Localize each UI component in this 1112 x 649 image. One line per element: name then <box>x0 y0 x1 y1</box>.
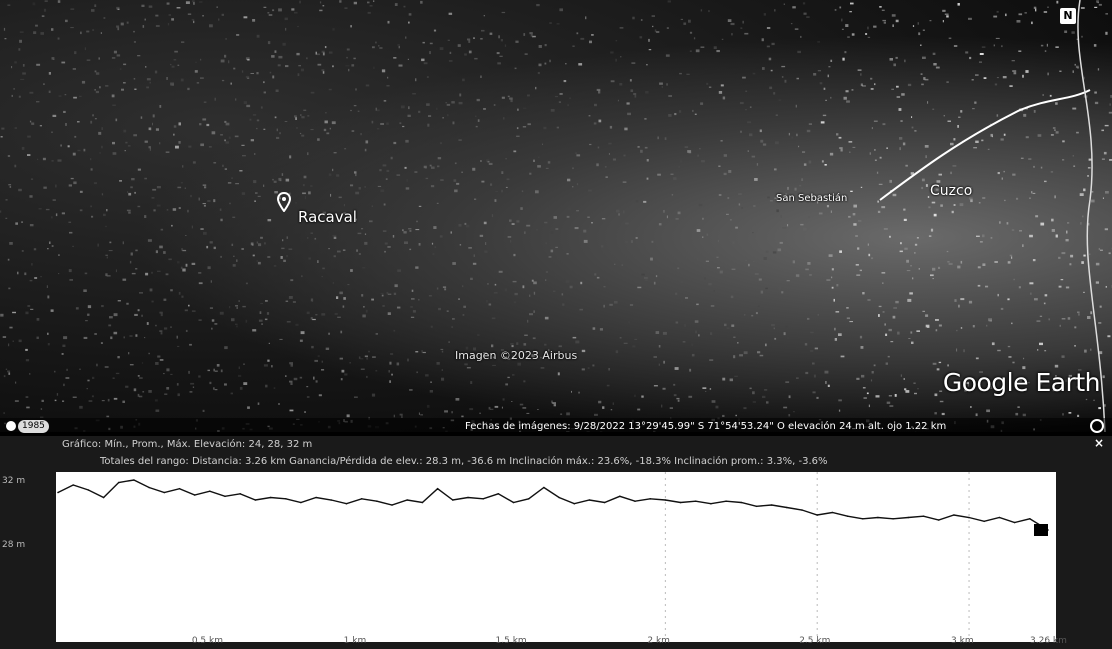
elevation-point <box>178 487 181 490</box>
elevation-point <box>740 501 743 504</box>
x-tick-label: 3 km <box>951 636 974 646</box>
elevation-point <box>57 491 59 494</box>
elevation-point <box>573 502 576 505</box>
elevation-point <box>619 495 621 498</box>
imagery-year-badge[interactable]: 1985 <box>18 420 49 433</box>
elevation-series-line <box>57 479 1049 531</box>
elevation-point <box>694 500 697 502</box>
status-bar: 1985 Fechas de imágenes: 9/28/2022 13°29… <box>0 418 1112 436</box>
elevation-point <box>831 511 834 514</box>
range-totals: Totales del rango: Distancia: 3.26 km Ga… <box>100 456 828 467</box>
elevation-point <box>72 484 74 486</box>
elevation-point <box>285 498 287 500</box>
elevation-point <box>497 493 500 495</box>
elevation-point <box>209 490 211 492</box>
search-icon[interactable] <box>1090 419 1104 433</box>
x-tick-label: 2.5 km <box>799 636 831 646</box>
elevation-chart[interactable] <box>56 472 1056 642</box>
current-position-marker <box>1034 524 1048 536</box>
elevation-point <box>801 509 803 511</box>
elevation-point <box>436 487 439 490</box>
google-earth-logo: Google Earth <box>942 368 1101 397</box>
historical-imagery-icon[interactable] <box>6 421 16 431</box>
satellite-map[interactable]: Racaval Cuzco San Sebastián Imagen ©2023… <box>0 0 1112 432</box>
y-tick-label: 32 m <box>2 476 26 486</box>
elevation-point <box>254 499 257 501</box>
elevation-point <box>998 516 1001 519</box>
elevation-point <box>649 498 651 500</box>
elevation-point <box>937 519 940 521</box>
elevation-point <box>193 494 196 496</box>
elevation-point <box>770 504 773 506</box>
elevation-point <box>755 505 758 508</box>
elevation-point <box>421 501 424 504</box>
elevation-point <box>315 496 317 499</box>
elevation-point <box>300 501 302 504</box>
road-line <box>879 89 1091 201</box>
elevation-point <box>1029 518 1031 520</box>
road-line <box>1077 0 1106 432</box>
elevation-point <box>467 496 469 499</box>
x-tick-label: 1 km <box>343 636 367 646</box>
location-pin-icon <box>277 192 291 212</box>
elevation-point <box>922 515 925 517</box>
elevation-point <box>907 516 910 519</box>
elevation-point <box>527 498 530 500</box>
place-label-town[interactable]: San Sebastián <box>776 193 848 204</box>
x-tick-label: 0.5 km <box>191 636 223 646</box>
elevation-point <box>133 479 135 481</box>
elevation-point <box>117 481 120 484</box>
elevation-point <box>603 501 606 504</box>
elevation-point <box>406 499 409 501</box>
elevation-point <box>634 500 636 502</box>
elevation-point <box>102 496 105 499</box>
elevation-point <box>679 501 682 504</box>
elevation-point <box>892 518 894 520</box>
x-tick-label: 2 km <box>647 636 670 646</box>
elevation-point <box>664 499 667 501</box>
elevation-point <box>163 491 166 494</box>
imagery-credit: Imagen ©2023 Airbus <box>455 349 578 362</box>
elevation-point <box>816 514 818 516</box>
profile-summary: Gráfico: Mín., Prom., Máx. Elevación: 24… <box>62 439 313 450</box>
elevation-point <box>87 489 90 491</box>
x-tick-label: 3.26 km <box>1030 636 1067 646</box>
close-icon[interactable]: × <box>1093 436 1104 450</box>
elevation-chart-svg[interactable] <box>56 472 1056 642</box>
status-readout: Fechas de imágenes: 9/28/2022 13°29'45.9… <box>465 421 947 432</box>
elevation-point <box>558 496 560 499</box>
elevation-point <box>968 516 970 519</box>
elevation-point <box>345 502 348 505</box>
x-tick-label: 1.5 km <box>495 636 527 646</box>
elevation-point <box>269 496 272 499</box>
elevation-point <box>786 506 788 509</box>
elevation-point <box>862 518 864 520</box>
elevation-point <box>877 516 879 519</box>
elevation-point <box>148 486 150 489</box>
elevation-point <box>953 514 955 516</box>
elevation-point <box>588 499 591 501</box>
elevation-profile-panel: Gráfico: Mín., Prom., Máx. Elevación: 24… <box>0 436 1112 649</box>
y-tick-label: 28 m <box>2 540 26 550</box>
elevation-point <box>482 498 485 500</box>
elevation-point <box>360 498 363 500</box>
place-label-racaval[interactable]: Racaval <box>298 208 357 226</box>
elevation-point <box>512 501 515 504</box>
elevation-point <box>376 500 378 502</box>
elevation-point <box>983 520 985 523</box>
elevation-point <box>846 515 849 517</box>
elevation-point <box>391 504 393 506</box>
elevation-point <box>330 499 333 501</box>
elevation-point <box>725 500 727 502</box>
elevation-point <box>452 499 454 501</box>
elevation-point <box>543 486 545 489</box>
elevation-point <box>1013 521 1016 524</box>
elevation-point <box>239 493 241 495</box>
elevation-point <box>710 502 712 505</box>
compass-north-icon[interactable]: N <box>1060 8 1076 24</box>
place-label-cuzco[interactable]: Cuzco <box>930 183 973 199</box>
elevation-point <box>224 495 226 498</box>
terrain-texture <box>0 0 1112 432</box>
